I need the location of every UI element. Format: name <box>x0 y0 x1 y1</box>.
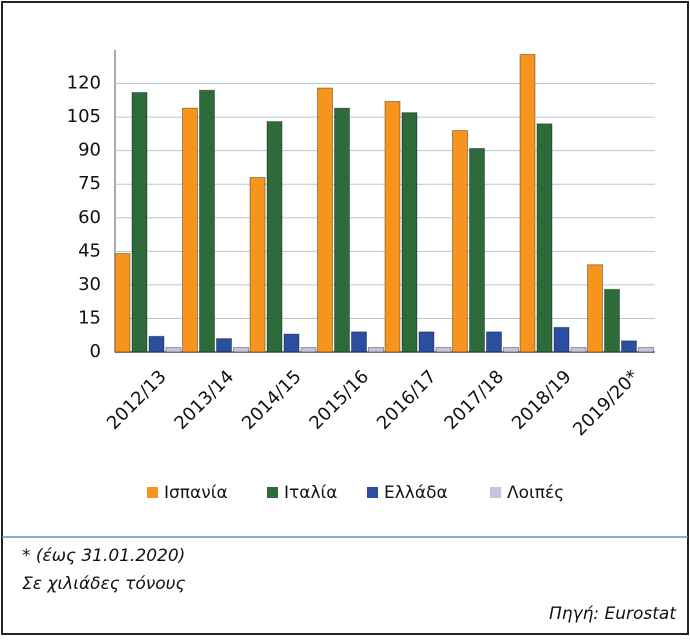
bar <box>131 92 148 353</box>
bar <box>249 177 266 353</box>
bar <box>519 53 536 353</box>
legend-label: Λοιπές <box>507 483 564 503</box>
bar <box>216 338 232 353</box>
bar <box>266 121 283 353</box>
bar <box>587 264 603 353</box>
legend-label: Ιταλία <box>284 483 337 503</box>
legend-swatch <box>147 487 158 498</box>
bar <box>418 331 435 353</box>
bar <box>317 87 333 353</box>
bar <box>334 107 350 353</box>
bar <box>570 347 587 353</box>
bar <box>486 331 502 353</box>
y-tick-label: 0 <box>90 341 101 362</box>
legend-label: Ελλάδα <box>384 483 448 503</box>
bar <box>621 340 637 353</box>
bar <box>148 335 165 353</box>
bar <box>283 333 300 353</box>
legend-label: Ισπανία <box>164 483 228 503</box>
y-tick-label: 75 <box>78 173 101 194</box>
bar <box>401 112 418 353</box>
y-tick-label: 45 <box>78 240 101 261</box>
y-tick-label: 15 <box>78 307 101 328</box>
bar <box>351 331 367 353</box>
bar <box>165 347 182 353</box>
bar <box>553 326 570 353</box>
bar <box>469 147 485 353</box>
bar <box>114 253 131 353</box>
bar <box>199 89 215 353</box>
y-tick-label: 90 <box>78 140 101 161</box>
legend-swatch <box>367 487 378 498</box>
bar <box>503 347 519 353</box>
note: Σε χιλιάδες τόνους <box>22 574 186 594</box>
bar <box>182 107 198 353</box>
y-tick-label: 105 <box>67 106 101 127</box>
bar <box>300 347 317 353</box>
note: * (έως 31.01.2020) <box>22 546 185 566</box>
legend-swatch <box>490 487 501 498</box>
bar <box>435 347 452 353</box>
bar <box>384 100 401 353</box>
source: Πηγή: Eurostat <box>549 604 677 624</box>
bar <box>604 288 620 353</box>
y-tick-label: 120 <box>67 73 101 94</box>
bar <box>536 123 553 353</box>
bar <box>638 347 654 353</box>
legend-swatch <box>267 487 278 498</box>
y-tick-label: 30 <box>78 274 101 295</box>
bar <box>452 130 468 353</box>
y-tick-label: 60 <box>78 207 101 228</box>
bar <box>368 347 384 353</box>
bar <box>233 347 249 353</box>
